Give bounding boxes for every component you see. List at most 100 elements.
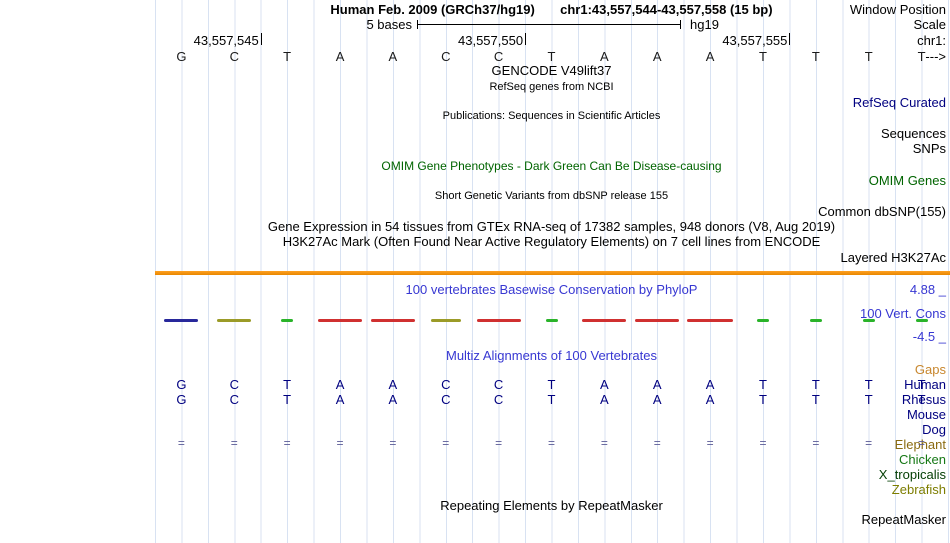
- coordinate-tick: [525, 33, 527, 45]
- species-label-x_tropicalis[interactable]: X_tropicalis: [878, 467, 946, 482]
- alignment-cell: T: [811, 377, 820, 392]
- species-label-human[interactable]: Human: [904, 377, 946, 392]
- track-title-omim[interactable]: OMIM Gene Phenotypes - Dark Green Can Be…: [381, 159, 722, 173]
- track-title-multiz[interactable]: Multiz Alignments of 100 Vertebrates: [445, 348, 657, 363]
- alignment-cell: =: [600, 436, 608, 450]
- track-title-publications[interactable]: Publications: Sequences in Scientific Ar…: [442, 110, 661, 122]
- alignment-cell: G: [176, 392, 187, 407]
- alignment-cell: A: [705, 392, 715, 407]
- alignment-cell: A: [335, 392, 345, 407]
- alignment-cell: =: [706, 436, 714, 450]
- alignment-cell: =: [442, 436, 450, 450]
- h3k27ac-signal-line: [155, 271, 950, 275]
- base-letter: T: [283, 49, 292, 64]
- coordinate-tick: [789, 33, 791, 45]
- alignment-cell: =: [812, 436, 820, 450]
- base-letter: A: [600, 49, 609, 64]
- alignment-cell: =: [230, 436, 238, 450]
- conservation-mark: [635, 319, 680, 322]
- alignment-cell: A: [705, 377, 715, 392]
- track-title-gtex[interactable]: Gene Expression in 54 tissues from GTEx …: [267, 219, 836, 234]
- species-label-rhesus[interactable]: Rhesus: [901, 392, 946, 407]
- alignment-cell: T: [283, 392, 292, 407]
- species-label-dog[interactable]: Dog: [922, 422, 946, 437]
- position-header: Human Feb. 2009 (GRCh37/hg19) chr1:43,55…: [155, 3, 948, 16]
- side-label-scale: Scale: [913, 17, 946, 32]
- strand-direction-label: --->: [925, 49, 946, 64]
- conservation-mark: [915, 319, 928, 322]
- coordinate-label: 43,557,555: [722, 33, 788, 48]
- alignment-cell: =: [495, 436, 503, 450]
- base-letter: T: [811, 49, 820, 64]
- alignment-cell: A: [388, 377, 398, 392]
- track-label-sequences[interactable]: Sequences: [880, 126, 946, 141]
- alignment-cell: A: [335, 377, 345, 392]
- track-label-100-vert-cons[interactable]: 100 Vert. Cons: [860, 306, 946, 321]
- conservation-mark: [430, 319, 461, 322]
- base-letter: A: [388, 49, 398, 64]
- coordinate-label: 43,557,545: [193, 33, 259, 48]
- alignment-cell: A: [600, 392, 609, 407]
- base-letter: A: [652, 49, 662, 64]
- alignment-cell: C: [493, 377, 504, 392]
- base-letter: T: [864, 49, 873, 64]
- alignment-cell: =: [283, 436, 291, 450]
- conservation-mark: [318, 319, 363, 322]
- alignment-cell: C: [229, 392, 239, 407]
- alignment-cell: =: [865, 436, 873, 450]
- genome-label: hg19: [690, 17, 719, 32]
- species-label-elephant[interactable]: Elephant: [894, 437, 946, 452]
- coordinate-label: 43,557,550: [458, 33, 524, 48]
- base-letter: C: [441, 49, 451, 64]
- track-title-refseq[interactable]: RefSeq genes from NCBI: [489, 81, 614, 93]
- species-label-mouse[interactable]: Mouse: [906, 407, 946, 422]
- conservation-max-value: 4.88 _: [909, 282, 946, 297]
- conservation-mark: [476, 319, 521, 322]
- alignment-cell: C: [229, 377, 239, 392]
- base-letter: T: [547, 49, 556, 64]
- alignment-cell: T: [917, 392, 926, 407]
- alignment-cell: =: [336, 436, 344, 450]
- track-label-omim-genes[interactable]: OMIM Genes: [868, 173, 946, 188]
- base-letter: A: [335, 49, 345, 64]
- track-label-layered-h3k27ac[interactable]: Layered H3K27Ac: [840, 250, 946, 265]
- track-label-repeatmasker[interactable]: RepeatMasker: [861, 512, 946, 527]
- track-label-refseq-curated[interactable]: RefSeq Curated: [852, 95, 946, 110]
- track-title-h3k27ac[interactable]: H3K27Ac Mark (Often Found Near Active Re…: [282, 234, 821, 249]
- alignment-cell: T: [547, 392, 556, 407]
- conservation-mark: [582, 319, 627, 322]
- species-label-zebrafish[interactable]: Zebrafish: [891, 482, 946, 497]
- track-title-repeatmasker[interactable]: Repeating Elements by RepeatMasker: [440, 498, 663, 513]
- species-label-chicken[interactable]: Chicken: [899, 452, 946, 467]
- base-letter: G: [176, 49, 187, 64]
- alignment-cell: T: [811, 392, 820, 407]
- alignment-cell: T: [917, 377, 926, 392]
- alignment-cell: C: [441, 392, 451, 407]
- track-label-gaps[interactable]: Gaps: [914, 362, 946, 377]
- coordinate-tick: [260, 33, 262, 45]
- alignment-cell: =: [177, 436, 185, 450]
- conservation-mark: [281, 319, 294, 322]
- alignment-cell: =: [918, 436, 926, 450]
- track-label-common-dbsnp[interactable]: Common dbSNP(155): [818, 204, 946, 219]
- alignment-cell: A: [600, 377, 609, 392]
- base-letter: A: [705, 49, 715, 64]
- conservation-mark: [756, 319, 769, 322]
- track-title-gencode[interactable]: GENCODE V49lift37: [491, 63, 612, 78]
- alignment-cell: =: [759, 436, 767, 450]
- track-label-snps[interactable]: SNPs: [912, 141, 946, 156]
- alignment-cell: A: [388, 392, 398, 407]
- track-title-phylop[interactable]: 100 vertebrates Basewise Conservation by…: [405, 282, 698, 297]
- conservation-mark: [862, 319, 875, 322]
- alignment-cell: T: [758, 392, 767, 407]
- alignment-cell: C: [441, 377, 451, 392]
- side-label-chrom: chr1:: [917, 33, 946, 48]
- conservation-mark: [217, 319, 252, 322]
- alignment-cell: G: [176, 377, 187, 392]
- conservation-min-value: -4.5 _: [912, 329, 946, 344]
- track-title-dbsnp[interactable]: Short Genetic Variants from dbSNP releas…: [434, 190, 669, 202]
- alignment-cell: T: [758, 377, 767, 392]
- alignment-cell: T: [547, 377, 556, 392]
- conservation-mark: [809, 319, 822, 322]
